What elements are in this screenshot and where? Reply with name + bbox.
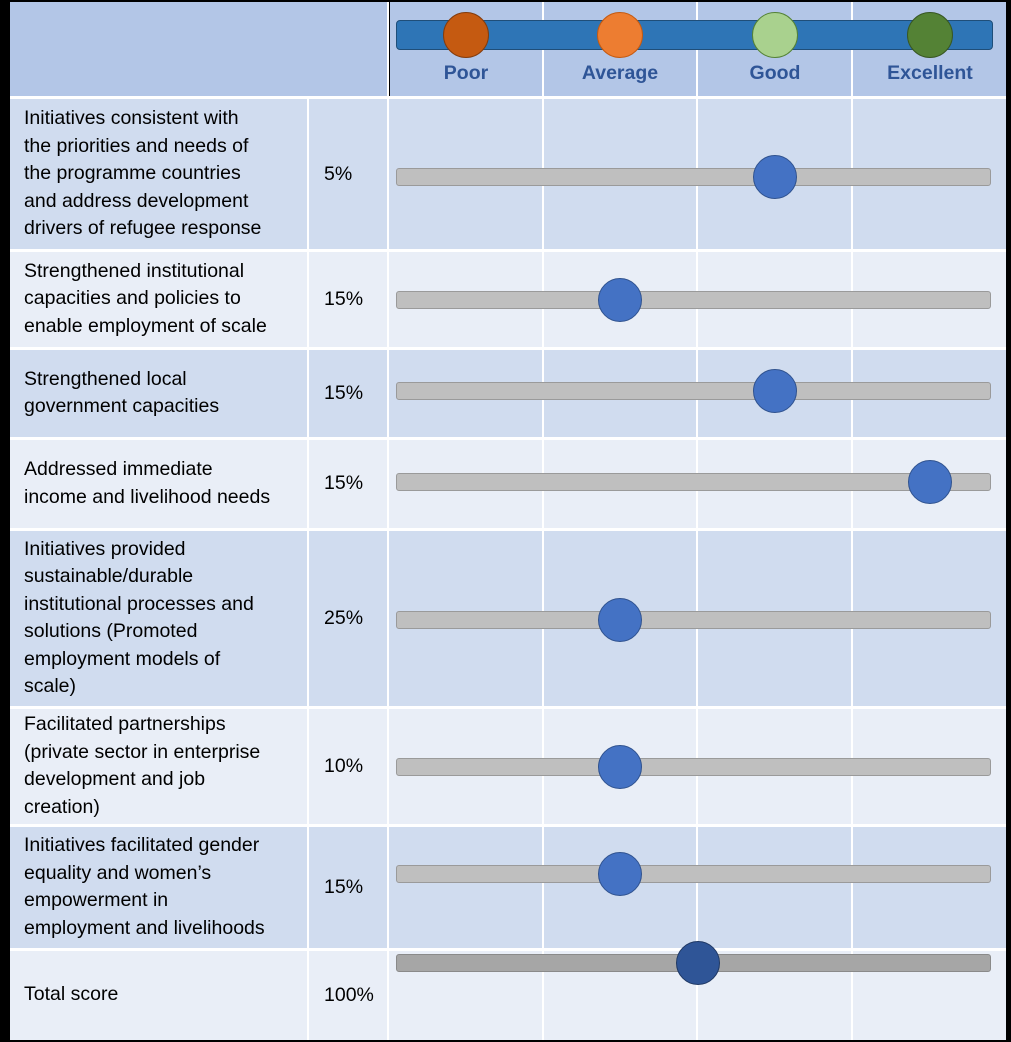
scale-label-excellent: Excellent — [887, 62, 973, 84]
rating-slider-track[interactable] — [396, 758, 991, 776]
grid-hline — [10, 249, 1006, 252]
grid-hline — [10, 824, 1006, 827]
grid-vline — [387, 2, 389, 1040]
grid-vline — [696, 2, 698, 1040]
scale-label-poor: Poor — [443, 62, 489, 84]
rating-slider-knob[interactable] — [598, 852, 642, 896]
rating-scale-bar — [396, 20, 993, 50]
rating-slider-track[interactable] — [396, 473, 991, 491]
rating-slider-track[interactable] — [396, 291, 991, 309]
grid-hline — [10, 96, 1006, 99]
criterion-weight: 15% — [324, 875, 364, 898]
criterion-weight: 15% — [324, 287, 364, 310]
header-blank-cell — [10, 2, 388, 96]
criterion-weight: 5% — [324, 162, 353, 185]
criterion-label: Facilitated partnerships (private sector… — [24, 713, 261, 818]
total-score-knob[interactable] — [675, 941, 720, 985]
scale-dot-average — [597, 12, 643, 58]
criterion-weight: 15% — [324, 381, 364, 404]
rating-slider-knob[interactable] — [598, 745, 642, 789]
criterion-weight: 25% — [324, 606, 364, 629]
rating-slider-track[interactable] — [396, 382, 991, 400]
scale-label-average: Average — [581, 62, 659, 84]
grid-hline — [10, 706, 1006, 709]
grid-vline — [542, 2, 544, 1040]
rating-slider-track[interactable] — [396, 168, 991, 186]
criterion-label: Initiatives provided sustainable/durable… — [24, 537, 254, 698]
criterion-label: Strengthened institutional capacities an… — [24, 259, 267, 337]
rating-slider-knob[interactable] — [598, 598, 642, 642]
total-weight: 100% — [324, 983, 374, 1006]
grid-hline — [10, 437, 1006, 440]
scale-label-good: Good — [749, 62, 801, 84]
rating-slider-knob[interactable] — [908, 460, 952, 504]
scale-dot-good — [752, 12, 798, 58]
criterion-weight: 15% — [324, 472, 364, 494]
total-label: Total score — [24, 983, 119, 1006]
rating-slider-track[interactable] — [396, 865, 991, 883]
rating-slider-knob[interactable] — [753, 155, 797, 199]
criterion-label: Initiatives facilitated gender equality … — [24, 834, 265, 939]
rating-slider-track[interactable] — [396, 611, 991, 629]
grid-vline — [307, 99, 309, 1040]
criterion-weight: 10% — [324, 754, 364, 777]
criterion-label: Addressed immediate income and livelihoo… — [24, 458, 271, 508]
criterion-label: Initiatives consistent with the prioriti… — [24, 107, 262, 240]
scale-dot-excellent — [907, 12, 953, 58]
grid-hline — [10, 347, 1006, 350]
grid-vline — [851, 2, 853, 1040]
criterion-label: Strengthened local government capacities — [24, 367, 220, 418]
scale-dot-poor — [443, 12, 489, 58]
rating-slider-knob[interactable] — [598, 278, 642, 322]
grid-hline — [10, 528, 1006, 531]
grid-hline — [10, 948, 1006, 951]
rating-slider-knob[interactable] — [753, 369, 797, 413]
criterion-row: Initiatives facilitated gender equality … — [10, 826, 1006, 948]
